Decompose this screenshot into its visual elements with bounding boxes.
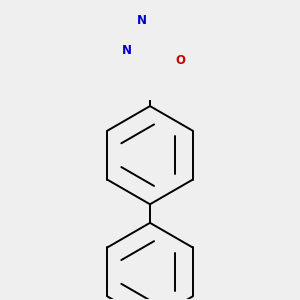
Text: N: N (137, 14, 147, 27)
Text: O: O (176, 54, 185, 67)
Text: N: N (122, 44, 131, 57)
